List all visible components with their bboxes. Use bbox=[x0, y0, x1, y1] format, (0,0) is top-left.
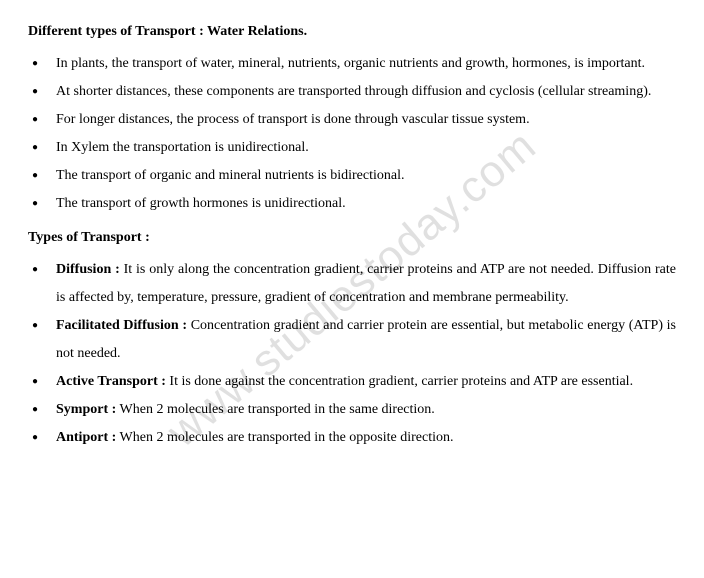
list-item: In plants, the transport of water, miner… bbox=[28, 50, 676, 78]
term-text: It is done against the concentration gra… bbox=[166, 374, 633, 389]
list-item: Active Transport : It is done against th… bbox=[28, 368, 676, 396]
term-text: It is only along the concentration gradi… bbox=[56, 262, 676, 305]
list-item: Antiport : When 2 molecules are transpor… bbox=[28, 424, 676, 452]
list-item: Diffusion : It is only along the concent… bbox=[28, 256, 676, 312]
term-text: When 2 molecules are transported in the … bbox=[116, 430, 453, 445]
list-item: Symport : When 2 molecules are transport… bbox=[28, 396, 676, 424]
term-symport: Symport : bbox=[56, 402, 116, 417]
heading-types-of-transport: Types of Transport : bbox=[28, 224, 676, 252]
list-item: The transport of organic and mineral nut… bbox=[28, 162, 676, 190]
term-antiport: Antiport : bbox=[56, 430, 116, 445]
heading-water-relations: Different types of Transport : Water Rel… bbox=[28, 18, 676, 46]
list-item: In Xylem the transportation is unidirect… bbox=[28, 134, 676, 162]
list-item: Facilitated Diffusion : Concentration gr… bbox=[28, 312, 676, 368]
term-text: When 2 molecules are transported in the … bbox=[116, 402, 435, 417]
list-item: For longer distances, the process of tra… bbox=[28, 106, 676, 134]
bullet-list-1: In plants, the transport of water, miner… bbox=[28, 50, 676, 218]
bullet-list-2: Diffusion : It is only along the concent… bbox=[28, 256, 676, 452]
list-item: At shorter distances, these components a… bbox=[28, 78, 676, 106]
list-item: The transport of growth hormones is unid… bbox=[28, 190, 676, 218]
term-diffusion: Diffusion : bbox=[56, 262, 120, 277]
term-active-transport: Active Transport : bbox=[56, 374, 166, 389]
term-facilitated-diffusion: Facilitated Diffusion : bbox=[56, 318, 187, 333]
